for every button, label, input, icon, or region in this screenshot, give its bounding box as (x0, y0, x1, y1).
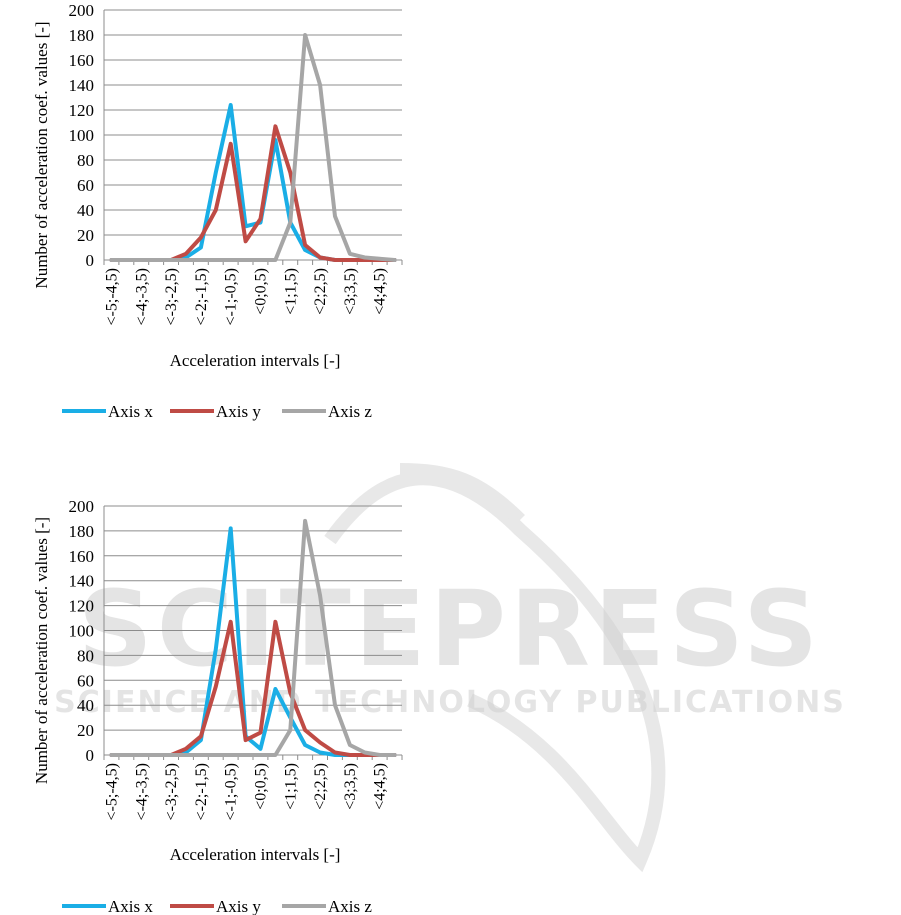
y-tick-label: 20 (77, 721, 94, 740)
series-line-axis-z (109, 33, 397, 262)
y-tick-label: 120 (69, 597, 95, 616)
x-tick-label: <-4;-3,5) (133, 763, 150, 820)
y-tick-label: 80 (77, 151, 94, 170)
y-tick-label: 160 (69, 547, 95, 566)
y-tick-label: 200 (69, 1, 95, 20)
series-line-axis-z (109, 518, 397, 757)
x-tick-label: <0;0,5) (252, 763, 269, 810)
x-tick-label: <-5;-4,5) (103, 763, 120, 820)
x-tick-label: <3;3,5) (342, 763, 359, 810)
y-tick-label: 180 (69, 26, 95, 45)
y-tick-label: 100 (69, 126, 95, 145)
y-tick-label: 20 (77, 226, 94, 245)
legend-label: Axis z (328, 402, 372, 421)
x-axis-title: Acceleration intervals [-] (170, 351, 341, 370)
x-tick-label: <2;2,5) (312, 763, 329, 810)
legend-label: Axis z (328, 897, 372, 915)
y-tick-label: 200 (69, 497, 95, 516)
y-tick-label: 160 (69, 51, 95, 70)
x-tick-label: <3;3,5) (342, 268, 359, 315)
chart-top: 0 20 40 60 80 100 120 140 160 180 200 <-5;-4,5) <-4;… (32, 1, 403, 421)
x-axis-title: Acceleration intervals [-] (170, 845, 341, 864)
legend-label: Axis y (216, 402, 261, 421)
x-tick-label: <4;4,5) (372, 268, 389, 315)
x-tick-label: <0;0,5) (252, 268, 269, 315)
y-tick-label: 0 (86, 746, 95, 765)
y-tick-label: 60 (77, 671, 94, 690)
y-axis-title: Number of acceleration coef. values [-] (32, 517, 51, 784)
y-tick-label: 180 (69, 522, 95, 541)
x-tick-label: <1;1,5) (282, 763, 299, 810)
series-line-axis-x (109, 526, 397, 757)
legend-label: Axis x (108, 897, 153, 915)
y-tick-label: 120 (69, 101, 95, 120)
series-line-axis-x (109, 103, 397, 262)
y-axis-title: Number of acceleration coef. values [-] (32, 21, 51, 288)
series-line-axis-y (109, 619, 397, 757)
y-tick-label: 40 (77, 201, 94, 220)
y-tick-label: 100 (69, 622, 95, 641)
y-tick-label: 60 (77, 176, 94, 195)
x-tick-label: <-2;-1,5) (193, 268, 210, 325)
x-tick-label: <-2;-1,5) (193, 763, 210, 820)
y-tick-label: 40 (77, 696, 94, 715)
legend-label: Axis x (108, 402, 153, 421)
x-tick-label: <-3;-2,5) (163, 268, 180, 325)
x-tick-label: <1;1,5) (282, 268, 299, 315)
x-tick-label: <-4;-3,5) (133, 268, 150, 325)
series-line-axis-y (109, 124, 397, 262)
y-tick-label: 140 (69, 572, 95, 591)
x-tick-label: <-1;-0,5) (223, 268, 240, 325)
legend-label: Axis y (216, 897, 261, 915)
x-tick-label: <-1;-0,5) (223, 763, 240, 820)
y-tick-label: 80 (77, 646, 94, 665)
y-tick-label: 140 (69, 76, 95, 95)
x-tick-label: <2;2,5) (312, 268, 329, 315)
chart-bottom: 0 20 40 60 80 100 120 140 160 180 200 <-5;-4,5) <-4;… (32, 497, 403, 915)
x-tick-label: <-3;-2,5) (163, 763, 180, 820)
y-tick-label: 0 (86, 251, 95, 270)
x-tick-label: <4;4,5) (372, 763, 389, 810)
x-tick-label: <-5;-4,5) (103, 268, 120, 325)
